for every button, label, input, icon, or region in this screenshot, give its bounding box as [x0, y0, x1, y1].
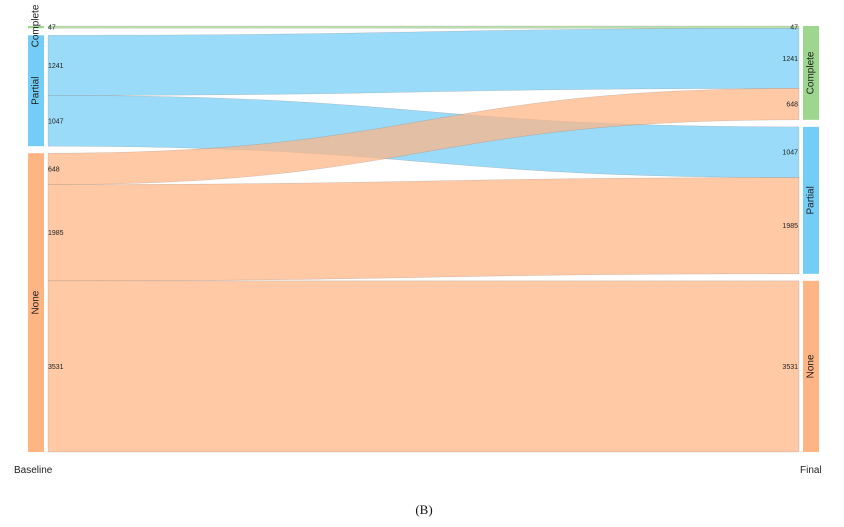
axis-label-final: Final	[800, 465, 822, 476]
flow-value-left-none-to-none: 3531	[48, 364, 64, 371]
flow-partial-to-complete	[47, 28, 800, 96]
nodes-layer	[28, 26, 819, 452]
final-node-label-complete: Complete	[806, 51, 817, 94]
flow-value-left-partial-to-complete: 1241	[48, 63, 64, 70]
labels-layer: 47 47 1241 1241 1047 1047 648 648 1985 1985 3531 35…	[31, 4, 817, 378]
final-node-label-partial: Partial	[806, 186, 817, 214]
figure-caption: (B)	[415, 502, 432, 517]
flow-value-left-complete-to-complete: 47	[48, 25, 56, 32]
baseline-node-label-complete: Complete	[31, 4, 42, 47]
flow-value-right-none-to-partial: 1985	[782, 223, 798, 230]
final-node-none	[803, 280, 819, 452]
final-node-complete	[803, 26, 819, 120]
flow-value-right-none-to-complete: 648	[786, 102, 798, 109]
flow-value-right-none-to-none: 3531	[782, 364, 798, 371]
flow-value-left-none-to-partial: 1985	[48, 230, 64, 237]
flow-value-right-partial-to-complete: 1241	[782, 56, 798, 63]
flow-value-right-complete-to-complete: 47	[790, 25, 798, 32]
flow-complete-to-complete	[47, 25, 800, 29]
flow-none-to-complete	[47, 88, 800, 185]
flow-value-left-none-to-complete: 648	[48, 166, 60, 173]
flow-value-left-partial-to-partial: 1047	[48, 118, 64, 125]
flows-layer	[47, 25, 800, 453]
final-node-label-none: None	[806, 354, 817, 378]
flow-none-to-none	[47, 280, 800, 453]
baseline-node-none	[28, 153, 44, 452]
baseline-node-label-none: None	[31, 290, 42, 314]
final-node-partial	[803, 126, 819, 274]
baseline-node-complete	[28, 26, 44, 29]
flow-value-right-partial-to-partial: 1047	[782, 150, 798, 157]
flow-none-to-partial	[47, 177, 800, 282]
baseline-node-label-partial: Partial	[31, 77, 42, 105]
axis-label-baseline: Baseline	[14, 465, 53, 476]
baseline-node-partial	[28, 35, 44, 147]
